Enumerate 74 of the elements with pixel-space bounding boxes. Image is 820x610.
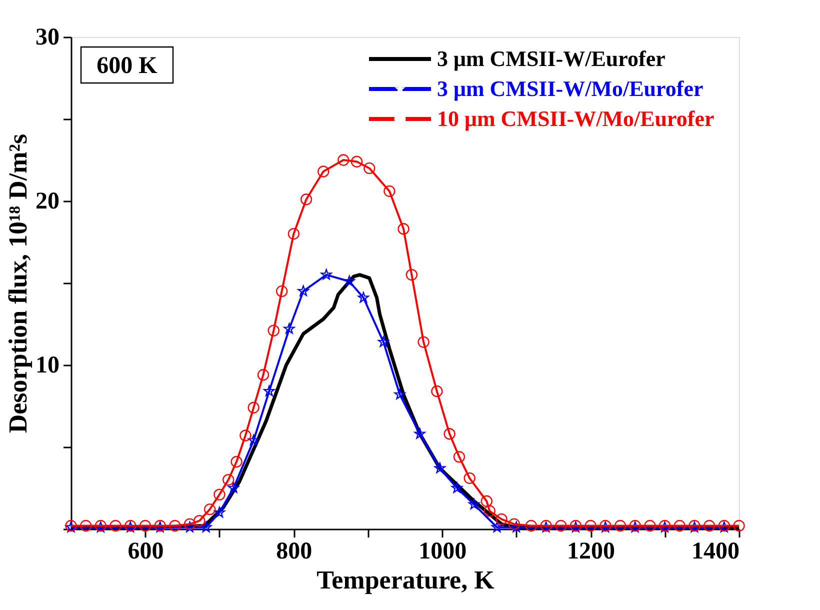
point [264,385,275,396]
point [320,268,332,280]
point [451,482,463,493]
point [268,324,280,336]
y-axis-title: Desorption flux, 10¹⁸ D/m²s [4,134,32,434]
annotation: 600 K [96,53,158,79]
x-tick-label: 1200 [567,538,616,564]
point [703,520,716,532]
point [248,434,260,446]
point [384,185,396,197]
point [204,503,216,516]
point [510,522,522,532]
point [222,474,234,486]
point [300,194,312,206]
point [80,520,92,532]
point [508,518,520,530]
point [418,336,430,348]
x-axis-title: Temperature, K [316,566,496,594]
point [484,505,496,517]
x-tick-label: 1000 [418,538,467,564]
y-tick-label: 20 [36,188,60,214]
point [406,268,418,281]
point [214,488,226,500]
point [480,495,492,507]
point [257,369,270,381]
point [468,498,480,510]
point [284,323,295,334]
point [434,462,446,474]
legend-label: 3 μm CMSII-W/Eurofer [437,46,666,71]
point [184,518,196,530]
point [614,520,626,532]
point [288,228,300,240]
point [338,154,350,166]
point [364,162,376,174]
x-tick-label: 1400 [692,538,740,564]
point [453,451,466,463]
point [464,472,476,484]
point [230,456,242,468]
point [139,520,152,532]
point [194,514,206,527]
y-tick-label: 30 [36,24,60,50]
point [350,156,363,168]
point [394,388,406,400]
point [184,522,196,532]
point [276,285,288,298]
y-tick-label: 10 [36,352,60,378]
point [344,276,355,286]
point [525,520,538,532]
point [733,520,745,532]
point [378,336,390,347]
legend-label: 3 μm CMSII-W/Mo/Eurofer [437,76,704,101]
point [398,223,410,235]
legend-label: 10 μm CMSII-W/Mo/Eurofer [437,106,714,131]
point [240,430,252,442]
point [644,520,656,532]
point [169,520,181,532]
point [491,522,503,532]
point [318,166,330,178]
x-tick-label: 800 [276,538,312,564]
point [414,428,426,439]
x-tick-label: 600 [128,538,164,564]
point [298,285,309,296]
point [110,520,122,532]
point [248,402,260,414]
point [228,482,240,493]
point [584,520,596,532]
point [431,385,443,398]
point [358,292,370,303]
point [674,520,686,532]
point [214,506,226,518]
point [444,428,456,440]
point [200,522,212,532]
point [496,513,508,525]
point [555,520,567,532]
